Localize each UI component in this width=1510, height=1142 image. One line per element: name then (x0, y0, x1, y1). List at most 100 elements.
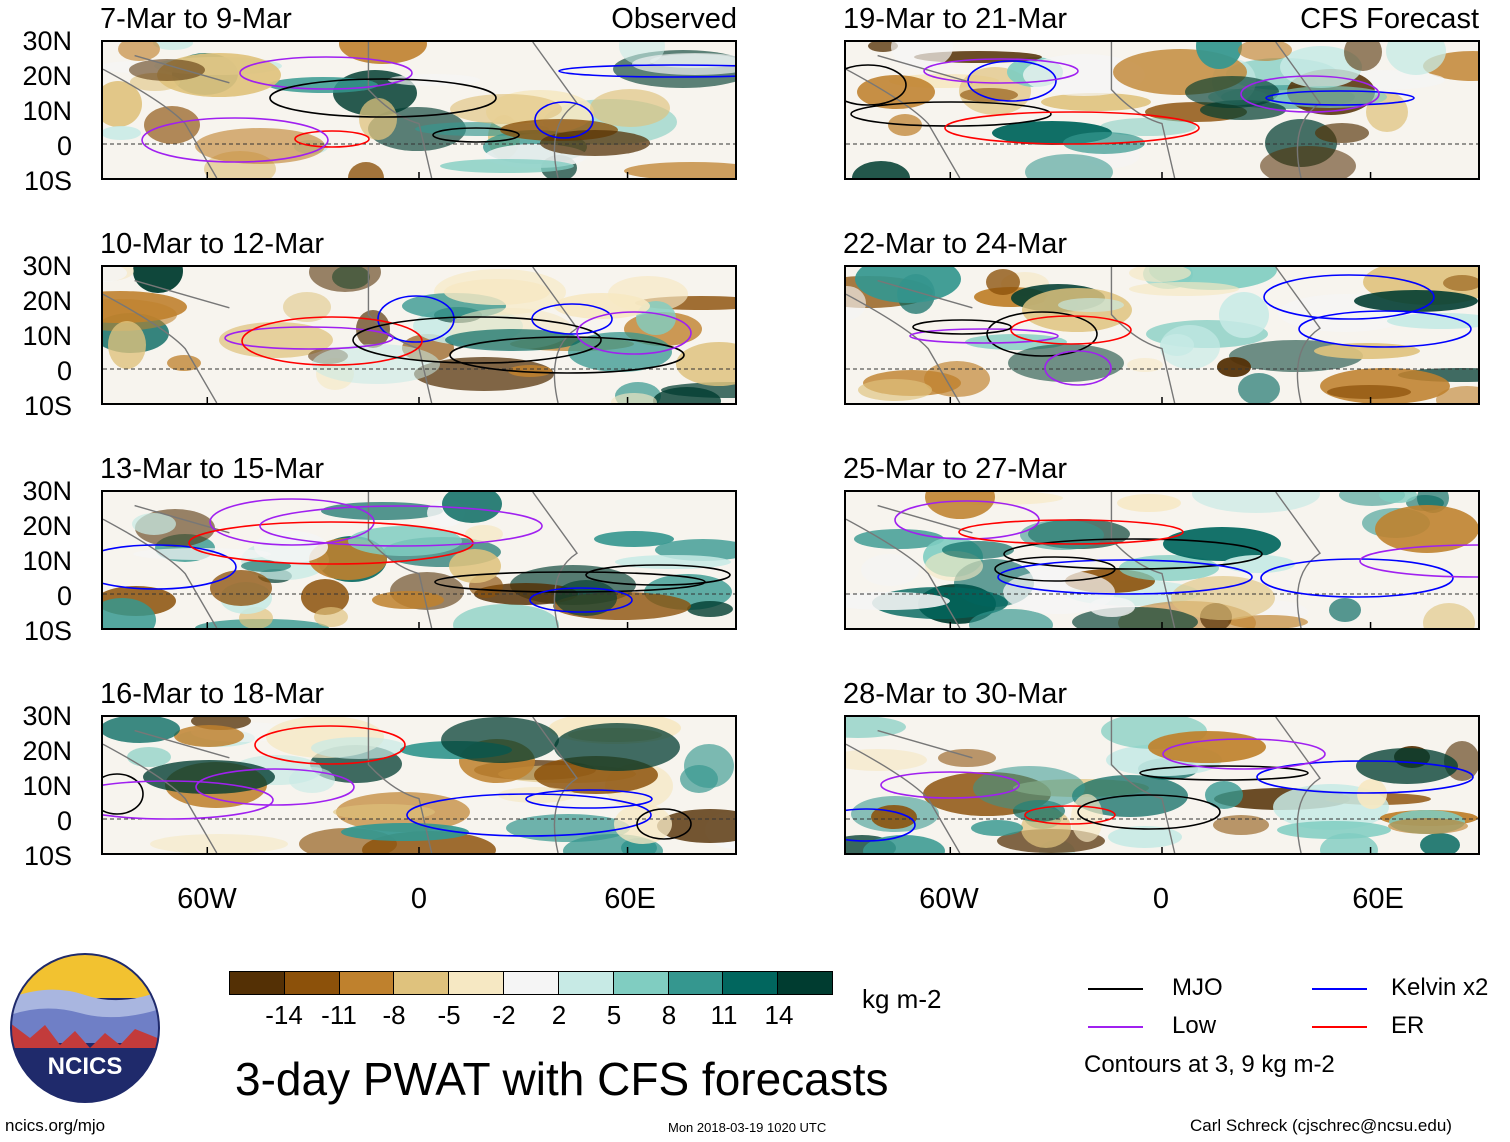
wave-contour (909, 328, 1059, 344)
anomaly-blob (309, 267, 381, 292)
wave-contour (406, 793, 652, 837)
anomaly-blob (465, 525, 503, 543)
forecast-panel-3-title: 25-Mar to 27-Mar (843, 453, 1068, 485)
lat-label: 0 (56, 131, 72, 161)
legend-mjo-label: MJO (1172, 974, 1223, 1001)
anomaly-blob (283, 292, 331, 322)
wave-contour (923, 58, 1079, 84)
anomaly-blob (1379, 492, 1417, 503)
map-panel-observed-4 (101, 715, 737, 855)
wave-contour (1077, 794, 1221, 830)
forecast-panel-4-title: 28-Mar to 30-Mar (843, 678, 1068, 710)
map-panel-forecast-4 (844, 715, 1480, 855)
timestamp: Mon 2018-03-19 1020 UTC (668, 1120, 827, 1135)
wave-contour (1256, 760, 1474, 794)
forecast-label: CFS Forecast (1300, 3, 1479, 35)
pwat-anomaly-field (846, 717, 1478, 853)
anomaly-blob (301, 579, 349, 615)
anomaly-blob (210, 570, 272, 606)
legend-er-line (1312, 1026, 1367, 1028)
anomaly-blob (942, 541, 1014, 559)
wave-contour (529, 587, 633, 613)
lon-label-left-60w: 60W (177, 883, 237, 915)
anomaly-blob (1423, 603, 1475, 628)
anomaly-blob (108, 321, 146, 369)
observed-panel-2-title: 10-Mar to 12-Mar (100, 228, 325, 260)
anomaly-blob (1163, 527, 1281, 561)
anomaly-blob (624, 162, 735, 178)
anomaly-blob (132, 513, 176, 535)
wave-contour (209, 498, 375, 546)
coastline (103, 279, 230, 403)
coastline (846, 504, 973, 628)
legend-contour-note: Contours at 3, 9 kg m-2 (1084, 1051, 1335, 1078)
anomaly-blob (127, 747, 171, 767)
anomaly-blob (852, 161, 910, 178)
anomaly-blob (414, 357, 554, 391)
observed-panel-3-title: 13-Mar to 15-Mar (100, 453, 325, 485)
anomaly-blob (195, 128, 325, 164)
colorbar-swatch (778, 972, 832, 994)
anomaly-blob (129, 59, 205, 81)
wave-contour (846, 64, 907, 106)
colorbar-swatch (668, 972, 724, 994)
anomaly-blob (1443, 275, 1478, 291)
anomaly-blob (891, 42, 953, 69)
anomaly-blob (590, 89, 670, 127)
anomaly-blob (1100, 118, 1196, 136)
wave-contour (224, 326, 394, 350)
lon-label-right-60e: 60E (1352, 883, 1404, 915)
wave-contour (1260, 558, 1454, 598)
lat-label: 30N (22, 476, 72, 506)
wave-contour (1139, 765, 1309, 781)
ncics-logo: NCICS (10, 953, 160, 1103)
anomaly-blob (449, 549, 501, 583)
wave-contour (1162, 738, 1326, 770)
colorbar-tick: -5 (437, 1000, 461, 1030)
lon-label-right-0: 0 (1152, 883, 1170, 915)
pwat-anomaly-field (103, 42, 735, 178)
anomaly-blob (1058, 298, 1124, 312)
anomaly-blob (1356, 748, 1458, 784)
anomaly-blob (554, 723, 680, 771)
anomaly-blob (1387, 313, 1478, 329)
lat-label: 10N (22, 321, 72, 351)
wave-contour (967, 60, 1057, 102)
wave-contour (525, 789, 653, 809)
lon-label-right-60w: 60W (919, 883, 979, 915)
wave-contour (434, 571, 706, 593)
anomaly-blob (1277, 821, 1391, 839)
wave-contour (958, 519, 1184, 545)
anomaly-blob (1171, 576, 1275, 620)
anomaly-blob (1108, 826, 1182, 848)
coastline (846, 279, 973, 403)
lon-label-left-60e: 60E (604, 883, 656, 915)
anomaly-blob (103, 81, 142, 127)
anomaly-blob (103, 267, 127, 282)
legend-low-label: Low (1172, 1012, 1217, 1039)
anomaly-blob (1041, 93, 1151, 111)
colorbar-tick: 5 (606, 1000, 622, 1030)
wave-contour (636, 808, 692, 840)
anomaly-blob (359, 98, 397, 140)
anomaly-blob (1089, 597, 1135, 617)
legend-kelvin-line (1312, 988, 1367, 990)
anomaly-blob (938, 749, 996, 767)
anomaly-blob (615, 555, 731, 569)
anomaly-blob (611, 393, 657, 403)
map-panel-observed-3 (101, 490, 737, 630)
anomaly-blob (1388, 818, 1468, 834)
anomaly-blob (1217, 357, 1251, 377)
lat-label: 0 (56, 806, 72, 836)
colorbar-tick: -8 (382, 1000, 406, 1030)
anomaly-blob (1223, 555, 1295, 573)
anomaly-blob (450, 94, 562, 124)
wave-contour (195, 768, 355, 806)
anomaly-blob (440, 159, 574, 173)
lat-label: 30N (22, 701, 72, 731)
anomaly-blob (1023, 54, 1145, 96)
site-link[interactable]: ncics.org/mjo (5, 1116, 106, 1135)
anomaly-blob (846, 286, 866, 320)
map-panel-observed-1 (101, 40, 737, 180)
coastline (367, 267, 578, 403)
